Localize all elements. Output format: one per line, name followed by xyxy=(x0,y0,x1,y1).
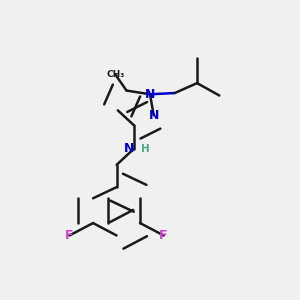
Text: F: F xyxy=(65,229,74,242)
Text: H: H xyxy=(141,144,150,154)
Text: N: N xyxy=(124,142,134,155)
Text: N: N xyxy=(145,88,155,101)
Text: F: F xyxy=(159,229,168,242)
Text: N: N xyxy=(148,109,159,122)
Text: CH₃: CH₃ xyxy=(106,70,124,79)
